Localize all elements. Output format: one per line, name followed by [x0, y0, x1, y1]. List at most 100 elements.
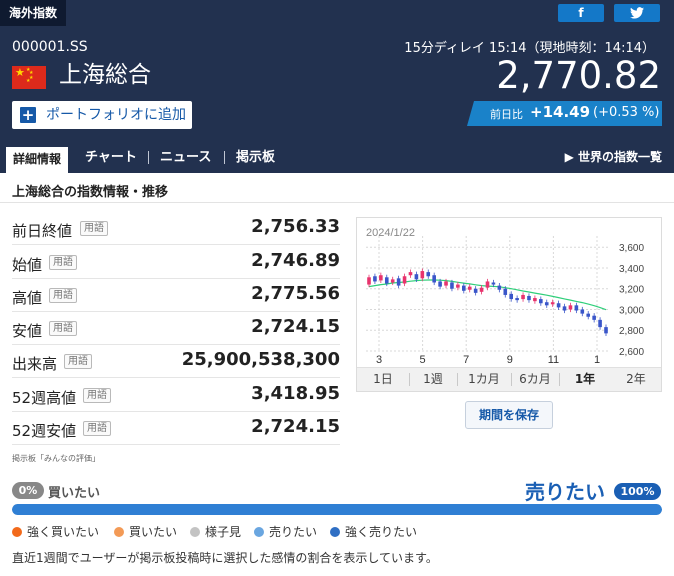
buy-percent-badge: 0%: [12, 482, 44, 499]
candle-body: [544, 302, 549, 306]
candle-body: [580, 309, 585, 314]
glossary-link[interactable]: 用語: [49, 321, 77, 336]
strong-buy-dot-icon: [12, 527, 22, 537]
period-separator: [457, 373, 458, 386]
stat-label: 出来高: [12, 355, 58, 373]
glossary-link[interactable]: 用語: [80, 221, 108, 236]
world-indices-link[interactable]: ▶ 世界の指数一覧: [565, 145, 662, 173]
candle-body: [604, 327, 608, 334]
current-price: 2,770.82: [496, 54, 661, 97]
change-percent: (+0.53 %): [593, 105, 660, 120]
candle-body: [562, 306, 567, 311]
candle-body: [509, 293, 513, 300]
candle-body: [432, 275, 436, 283]
candle-body: [485, 281, 490, 288]
candle-body: [521, 294, 525, 300]
stat-row-open: 始値 用語 2,746.89: [12, 245, 340, 279]
x-tick-label: 5: [420, 354, 426, 366]
twitter-share-button[interactable]: [614, 4, 660, 22]
candle-body: [462, 285, 466, 291]
facebook-share-button[interactable]: f: [558, 4, 604, 22]
tab-chart[interactable]: チャート: [85, 150, 137, 165]
section-tab-overseas-index[interactable]: 海外指数: [0, 0, 67, 26]
glossary-link[interactable]: 用語: [83, 388, 111, 403]
board-rating-note: 掲示板「みんなの評価」: [12, 454, 100, 463]
stat-row-52w-low: 52週安値 用語 2,724.15: [12, 411, 340, 445]
stat-row-low: 安値 用語 2,724.15: [12, 311, 340, 345]
candle-body: [539, 299, 543, 304]
candle-body: [402, 276, 407, 284]
index-name: 上海総合: [59, 62, 151, 88]
sentiment-bar: [12, 504, 662, 515]
delay-info: 15分ディレイ 15:14（現地時刻：14:14）: [404, 41, 655, 56]
stat-label: 高値: [12, 289, 43, 307]
stat-row-high: 高値 用語 2,775.56: [12, 278, 340, 312]
period-1y[interactable]: 1年: [574, 372, 596, 386]
candle-body: [420, 271, 425, 279]
tab-news[interactable]: ニュース: [160, 150, 212, 165]
period-6m[interactable]: 6カ月: [519, 372, 551, 386]
change-box: 前日比 +14.49 (+0.53 %): [467, 101, 662, 126]
divider: [0, 202, 674, 203]
candle-body: [479, 287, 484, 292]
x-tick-label: 7: [463, 354, 469, 366]
add-to-portfolio-button[interactable]: + ポートフォリオに追加: [12, 101, 192, 129]
candle-body: [456, 284, 460, 288]
stat-label: 安値: [12, 322, 43, 340]
candle-body: [533, 298, 537, 302]
period-1w[interactable]: 1週: [423, 372, 443, 386]
candle-body: [367, 277, 371, 285]
glossary-link[interactable]: 用語: [64, 354, 92, 369]
twitter-icon: [630, 7, 644, 19]
x-tick-label: 1: [594, 354, 600, 366]
stat-value: 25,900,538,300: [181, 349, 340, 370]
stat-label: 52週高値: [12, 389, 77, 407]
period-2y[interactable]: 2年: [626, 372, 646, 386]
sell-percent-badge: 100%: [614, 483, 661, 500]
candle-body: [503, 288, 508, 295]
sell-dot-icon: [254, 527, 264, 537]
glossary-link[interactable]: 用語: [49, 288, 77, 303]
candle-body: [390, 279, 395, 283]
y-tick-label: 2,600: [619, 347, 644, 358]
x-tick-label: 3: [376, 354, 382, 366]
candle-body: [598, 319, 602, 328]
tab-board[interactable]: 掲示板: [236, 150, 276, 165]
candle-body: [408, 272, 413, 276]
candle-body: [373, 276, 377, 282]
legend-strong-sell: 強く売りたい: [330, 524, 417, 540]
candle-body: [515, 298, 519, 301]
strong-sell-dot-icon: [330, 527, 340, 537]
tab-details[interactable]: 詳細情報: [6, 147, 69, 173]
candle-body: [574, 305, 579, 311]
price-chart[interactable]: 2024/1/22 3,600 3,400 3,200 3,000 2,800 2,600…: [356, 217, 662, 392]
sell-label: 売りたい: [525, 480, 605, 504]
legend-wait: 様子見: [190, 524, 241, 540]
legend-label: 買いたい: [129, 525, 178, 539]
period-selector: 1日 1週 1カ月 6カ月 1年 2年: [357, 367, 661, 391]
add-to-portfolio-label: ポートフォリオに追加: [46, 107, 186, 123]
sentiment-footnote: 直近1週間でユーザーが掲示板投稿時に選択した感情の割合を表示しています。: [12, 551, 438, 565]
glossary-link[interactable]: 用語: [49, 255, 77, 270]
y-tick-label: 2,800: [619, 326, 644, 337]
candle-body: [556, 303, 561, 308]
legend-label: 様子見: [205, 525, 242, 539]
candle-body: [438, 281, 442, 287]
period-1d[interactable]: 1日: [373, 372, 393, 386]
legend-label: 強く売りたい: [345, 525, 418, 539]
save-period-button[interactable]: 期間を保存: [465, 401, 553, 429]
stat-value: 2,746.89: [251, 250, 340, 271]
triangle-right-icon: ▶: [564, 150, 574, 164]
glossary-link[interactable]: 用語: [83, 421, 111, 436]
buy-dot-icon: [114, 527, 124, 537]
period-1m[interactable]: 1カ月: [468, 372, 500, 386]
stat-value: 2,724.15: [251, 316, 340, 337]
y-tick-label: 3,600: [619, 243, 644, 254]
y-tick-label: 3,400: [619, 264, 644, 275]
buy-label: 買いたい: [48, 486, 101, 501]
stat-row-prev-close: 前日終値 用語 2,756.33: [12, 211, 340, 245]
section-title: 上海総合の指数情報・推移: [12, 185, 169, 200]
stat-row-volume: 出来高 用語 25,900,538,300: [12, 344, 340, 378]
candle-body: [473, 288, 478, 293]
candle-body: [586, 313, 591, 317]
